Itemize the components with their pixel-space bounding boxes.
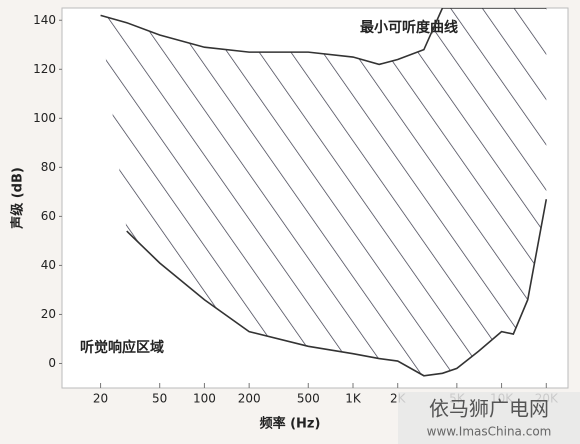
curve [100, 8, 547, 66]
y-tick-label: 60 [41, 209, 56, 223]
x-tick-label: 500 [297, 392, 320, 406]
y-tick-label: 0 [48, 356, 56, 370]
watermark: www.ImasChina.com [427, 425, 552, 439]
curve [126, 199, 548, 377]
y-tick-label: 80 [41, 160, 56, 174]
y-tick-label: 100 [33, 111, 56, 125]
watermark: 依马狮广电网 [429, 397, 549, 421]
x-tick-label: 200 [238, 392, 261, 406]
x-axis-label: 频率 (Hz) [260, 416, 321, 432]
watermark-box [398, 392, 580, 444]
hearing-area [100, 8, 547, 376]
y-axis-label: 声级 (dB) [10, 167, 26, 230]
y-tick-label: 120 [33, 62, 56, 76]
annotation: 听觉响应区域 [80, 339, 164, 356]
x-tick-label: 20 [93, 392, 108, 406]
x-tick-label: 1K [345, 392, 362, 406]
y-tick-label: 20 [41, 307, 56, 321]
y-tick-label: 40 [41, 258, 56, 272]
y-tick-label: 140 [33, 13, 56, 27]
x-tick-label: 50 [152, 392, 167, 406]
x-tick-label: 100 [193, 392, 216, 406]
